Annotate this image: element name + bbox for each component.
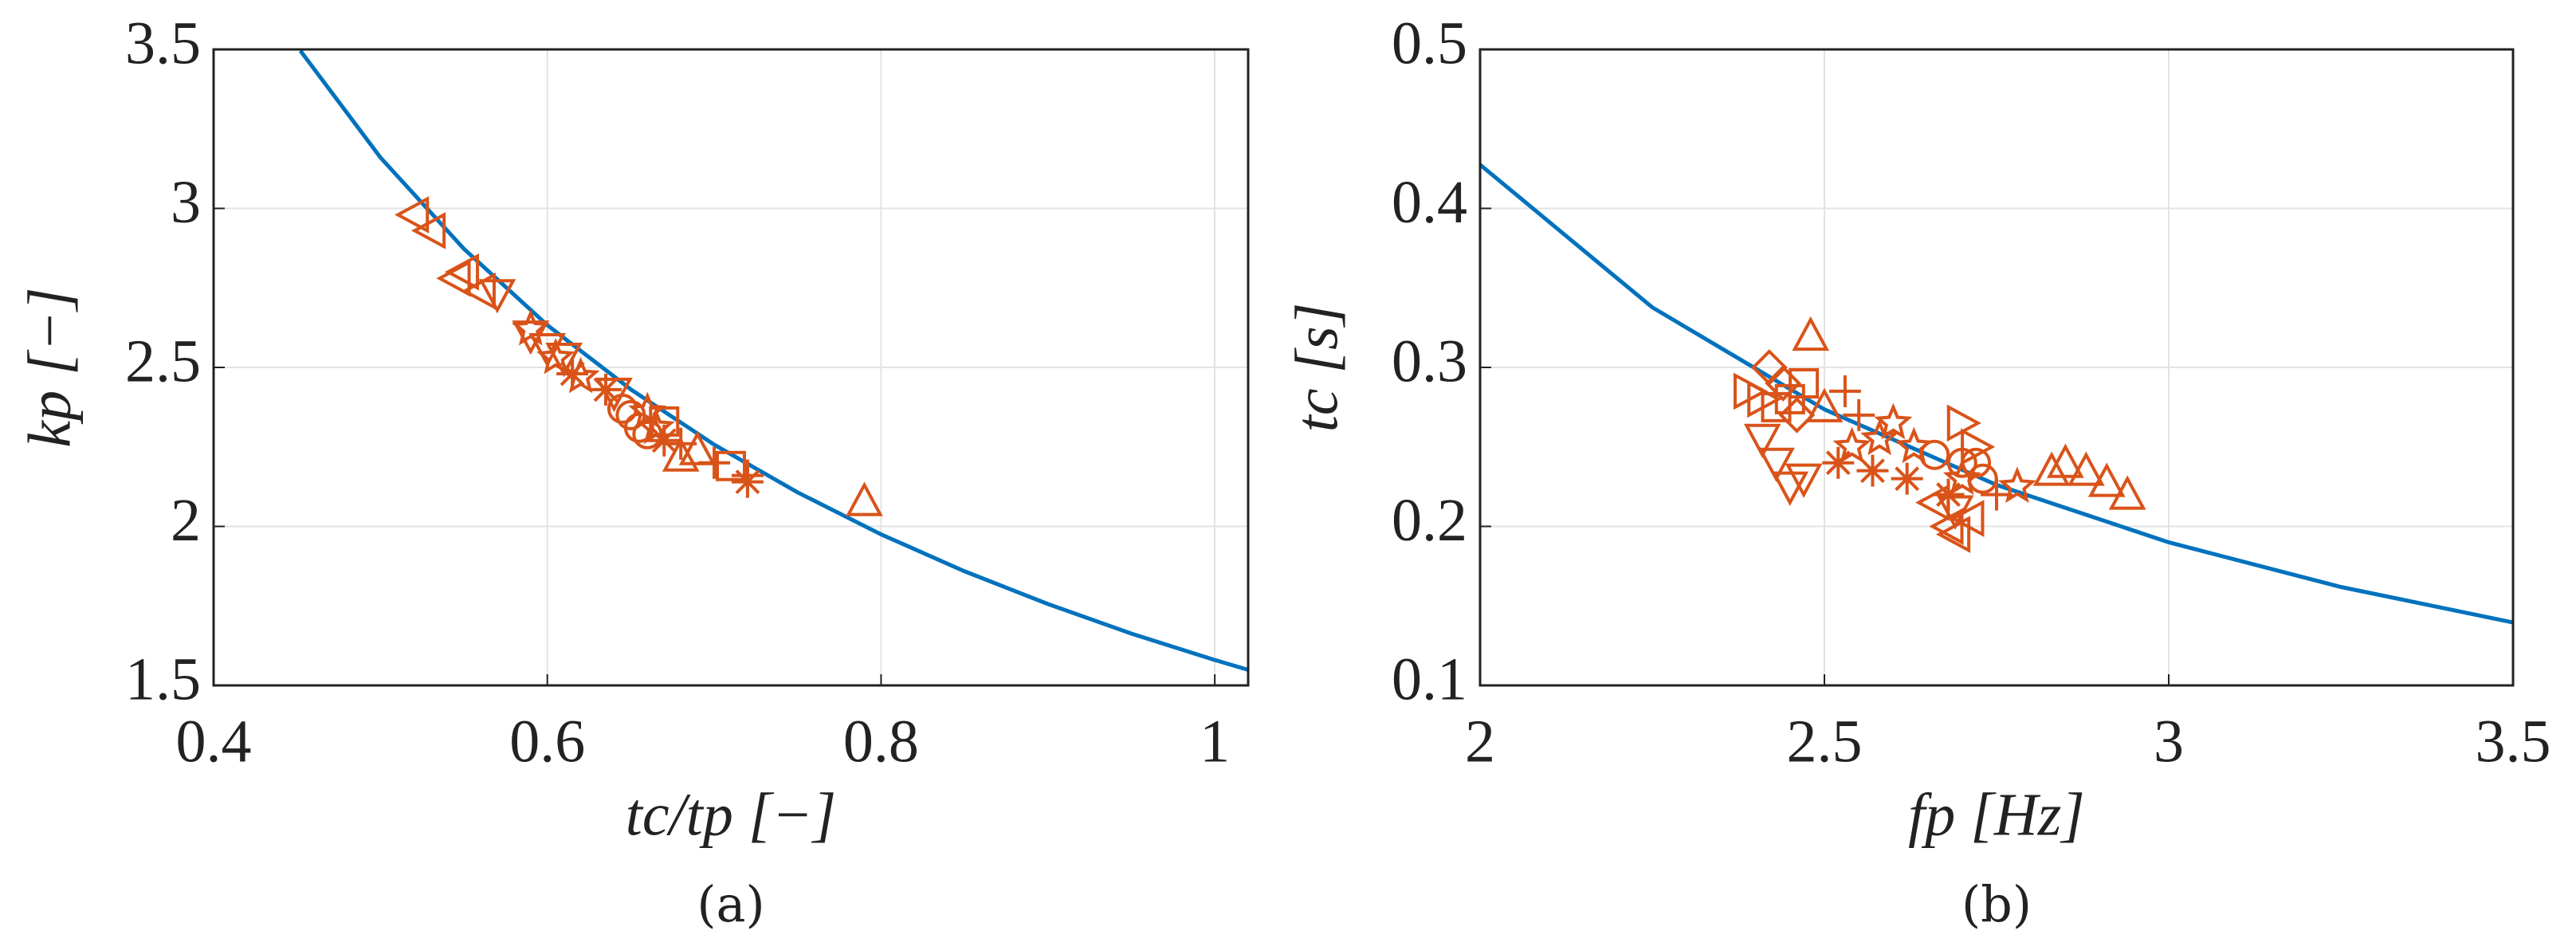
data-point <box>1967 463 1998 494</box>
data-point <box>1961 447 1992 478</box>
y-tick-label: 3.5 <box>125 10 201 77</box>
data-point <box>410 212 446 249</box>
data-point <box>1765 365 1801 402</box>
data-point <box>536 337 575 375</box>
x-axis-label: tc/tp [−] <box>626 781 837 848</box>
data-point <box>461 272 496 310</box>
series-group <box>298 49 1248 672</box>
x-tick-label: 1 <box>1200 708 1230 775</box>
series-group <box>1480 163 2513 625</box>
fit-curve <box>298 49 1248 672</box>
data-point <box>607 393 638 424</box>
data-point <box>528 333 567 368</box>
data-point <box>1822 446 1855 479</box>
data-point <box>716 450 746 481</box>
y-axis-label: tc [s] <box>1283 303 1350 433</box>
data-point <box>2047 443 2084 478</box>
data-point <box>1832 426 1871 464</box>
data-point <box>1789 367 1820 398</box>
data-point <box>1757 447 1795 482</box>
data-point <box>1792 316 1830 351</box>
y-axis-label: kp [−] <box>16 287 83 447</box>
x-tick-label: 2.5 <box>1787 708 1863 775</box>
axes-box <box>1478 48 2515 687</box>
data-point <box>2108 475 2146 510</box>
data-point <box>1785 463 1823 498</box>
y-tick-label: 3 <box>171 169 201 236</box>
data-point <box>1929 508 1964 545</box>
data-point <box>1961 428 1996 466</box>
data-point <box>1843 398 1875 431</box>
data-point <box>1860 418 1899 456</box>
data-point <box>1874 402 1913 440</box>
data-point <box>649 406 680 437</box>
data-point <box>1774 383 1805 414</box>
data-point <box>731 459 764 492</box>
data-point <box>589 373 622 406</box>
x-tick-label: 0.6 <box>509 708 585 775</box>
data-point <box>662 437 700 472</box>
x-tick-label: 3.5 <box>2476 708 2551 775</box>
data-point <box>623 412 654 443</box>
x-tick-label: 0.4 <box>176 708 252 775</box>
x-axis-label: fp [Hz] <box>1908 781 2085 848</box>
panel-caption: (a) <box>697 875 764 933</box>
data-point <box>2032 451 2071 486</box>
y-tick-label: 2.5 <box>125 328 201 395</box>
data-point <box>478 279 516 314</box>
x-tick-label: 3 <box>2154 708 2184 775</box>
data-point <box>1915 484 1950 521</box>
y-tick-label: 0.2 <box>1392 487 1467 554</box>
data-point <box>1856 454 1889 487</box>
x-tick-label: 0.8 <box>843 708 919 775</box>
data-point <box>444 253 480 291</box>
data-point <box>1743 423 1781 458</box>
y-tick-label: 1.5 <box>125 646 201 712</box>
data-point <box>1761 391 1792 422</box>
data-point <box>511 308 550 346</box>
data-point <box>1891 462 1923 495</box>
data-point <box>846 481 883 516</box>
data-point <box>678 430 717 465</box>
y-tick-label: 0.3 <box>1392 328 1467 395</box>
data-point <box>436 259 471 297</box>
data-point <box>2087 462 2126 497</box>
data-point <box>1828 375 1861 407</box>
data-point <box>1946 447 1977 478</box>
chart-panel: 0.4 0.6 0.8 1 1.5 2 2.5 3 3.5 tc/tp [−] kp [−] (a) <box>16 10 1250 933</box>
data-point <box>395 196 430 234</box>
data-point <box>1805 387 1844 422</box>
x-tick-label: 2 <box>1465 708 1495 775</box>
data-point <box>2067 451 2105 486</box>
data-point <box>1778 397 1816 434</box>
data-point <box>1950 500 1985 537</box>
data-point <box>1895 426 1934 464</box>
y-tick-label: 0.1 <box>1392 646 1467 712</box>
data-point <box>1997 466 2036 504</box>
chart-panel: 2 2.5 3 3.5 0.1 0.2 0.3 0.4 0.5 fp [Hz] tc [s] (b) <box>1283 10 2550 933</box>
y-tick-label: 0.5 <box>1392 10 1467 77</box>
data-point <box>1919 439 1950 470</box>
data-point <box>648 424 681 457</box>
axes-box <box>212 48 1250 687</box>
panel-caption: (b) <box>1961 875 2032 933</box>
data-point <box>1942 458 1981 496</box>
data-point <box>1771 471 1809 506</box>
data-point <box>556 357 589 390</box>
y-tick-label: 0.4 <box>1392 169 1467 236</box>
y-tick-label: 2 <box>171 487 201 554</box>
data-point <box>1935 516 1971 553</box>
